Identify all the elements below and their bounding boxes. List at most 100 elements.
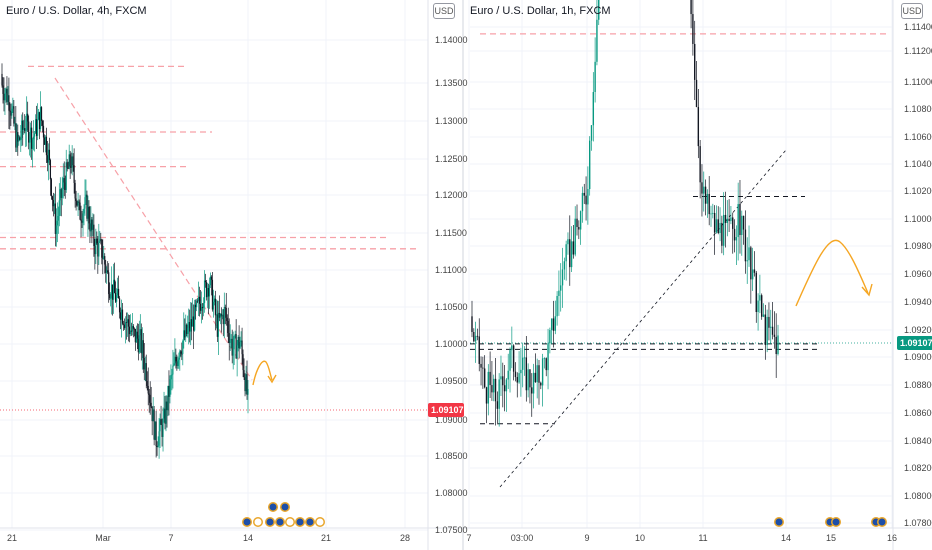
right-candle-body: [726, 218, 729, 224]
left-chart-pane[interactable]: 1.14000 1.13500 1.13000 1.12500 1.12000 1.115…: [0, 35, 468, 543]
left-candle-body: [33, 136, 35, 140]
left-candle-body: [116, 295, 118, 302]
left-candle-body: [233, 336, 235, 350]
right-candle-body: [695, 79, 698, 107]
right-candle-body: [585, 195, 587, 205]
left-currency-badge[interactable]: USD: [433, 3, 455, 19]
right-candle-body: [722, 214, 725, 246]
left-candle-body: [212, 301, 215, 310]
left-candle-body: [11, 108, 13, 116]
left-candle-body: [194, 304, 196, 331]
left-candle-body: [130, 330, 133, 332]
right-candle-body: [728, 218, 730, 222]
left-candle-body: [229, 339, 231, 344]
left-candle-body: [18, 137, 20, 142]
right-candle-body: [759, 295, 761, 301]
left-candle-body: [115, 292, 117, 302]
right-last-price-label: 1.09107: [900, 338, 932, 348]
left-candle-body: [22, 120, 24, 130]
right-y-tick-label: 1.11400: [904, 22, 932, 32]
left-candle-body: [91, 219, 93, 230]
right-candle-body: [478, 336, 480, 364]
right-candle-body: [565, 244, 567, 262]
left-candle-body: [88, 206, 90, 224]
left-candle-body: [214, 298, 216, 316]
left-candle-body: [2, 85, 4, 94]
left-candle-body: [142, 340, 144, 359]
right-candle-body: [485, 387, 488, 404]
right-candle-body: [724, 214, 727, 224]
right-candle-body: [509, 350, 511, 371]
left-candle-body: [26, 113, 28, 131]
left-candle-body: [59, 189, 61, 201]
left-event-flag-core: [243, 518, 251, 526]
right-candle-body: [525, 357, 528, 391]
left-x-tick-label: 21: [7, 533, 17, 543]
left-candle-body: [245, 374, 247, 392]
left-candle-body: [50, 179, 52, 197]
left-y-tick-label: 1.13000: [435, 116, 468, 126]
left-candle-body: [76, 200, 78, 206]
right-candle-body: [730, 217, 732, 222]
right-candle-body: [531, 387, 533, 394]
left-y-tick-label: 1.07500: [435, 525, 468, 535]
right-candle-body: [520, 369, 522, 374]
right-candle-body: [703, 186, 705, 194]
left-chart-title: Euro / U.S. Dollar, 4h, FXCM: [6, 5, 147, 17]
right-y-tick-label: 1.11200: [904, 46, 932, 56]
left-candle-body: [129, 330, 132, 335]
left-x-tick-label: 21: [321, 533, 331, 543]
left-candle-body: [246, 374, 248, 395]
left-candle-body: [183, 330, 185, 341]
right-candle-body: [572, 241, 575, 255]
right-chart-pane[interactable]: 1.11400 1.11200 1.11000 1.10800 1.10600 1.104…: [466, 0, 932, 543]
right-candle-body: [505, 379, 508, 392]
left-candle-body: [90, 219, 92, 232]
right-y-tick-label: 1.10200: [904, 186, 932, 196]
right-candle-body: [690, 0, 692, 15]
left-y-tick-label: 1.10000: [435, 339, 468, 349]
left-y-tick-label: 1.08500: [435, 451, 468, 461]
left-x-tick-label: Mar: [95, 533, 111, 543]
left-candle-body: [107, 270, 109, 273]
right-candle-body: [489, 371, 491, 386]
right-candle-body: [569, 239, 571, 268]
right-event-flag-core: [878, 518, 886, 526]
left-candle-body: [242, 354, 244, 371]
right-x-tick-label: 7: [466, 533, 471, 543]
right-candle-body: [578, 227, 580, 230]
left-candle-body: [131, 326, 134, 332]
right-y-tick-label: 1.09800: [904, 241, 932, 251]
right-candle-body: [483, 368, 486, 388]
left-candle-body: [186, 324, 188, 334]
left-y-tick-label: 1.12000: [435, 190, 468, 200]
left-candle-body: [223, 307, 225, 325]
left-candle-body: [168, 385, 170, 397]
left-candle-body: [203, 280, 206, 304]
right-candle-body: [708, 193, 710, 215]
left-candle-body: [173, 363, 175, 366]
left-candle-body: [69, 154, 71, 167]
left-candle-body: [84, 197, 86, 209]
left-candle-body: [224, 307, 226, 309]
right-candle-body: [704, 186, 707, 204]
left-event-flag-core: [281, 503, 289, 511]
right-candle-body: [741, 215, 743, 236]
right-currency-badge[interactable]: USD: [901, 3, 923, 19]
right-candle-body: [715, 219, 718, 233]
left-candle-body: [105, 264, 107, 273]
left-candle-body: [34, 119, 37, 134]
left-candle-body: [44, 136, 47, 145]
left-candle-body: [8, 95, 10, 111]
left-candle-body: [146, 381, 148, 386]
left-candle-body: [62, 178, 64, 190]
right-projection-arrowhead: [861, 283, 873, 297]
right-candle-body: [523, 357, 526, 359]
left-y-tick-label: 1.09000: [435, 415, 468, 425]
right-y-tick-label: 1.09400: [904, 297, 932, 307]
right-candle-body: [712, 212, 714, 214]
left-candle-body: [184, 330, 186, 338]
left-candle-body: [170, 374, 172, 380]
right-candle-body: [498, 379, 500, 409]
left-event-flag-core: [296, 518, 304, 526]
